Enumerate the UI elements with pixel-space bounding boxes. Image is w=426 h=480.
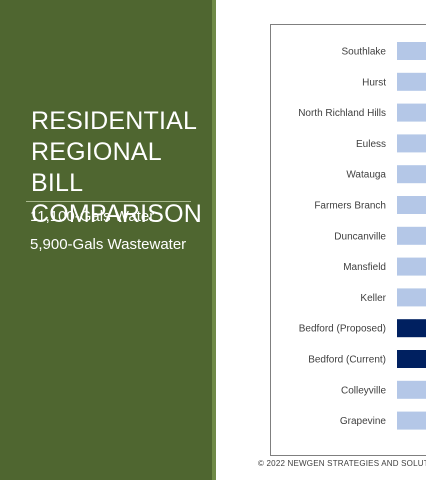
- category-label-grapevine: Grapevine: [340, 416, 387, 427]
- bar-mansfield: [397, 257, 426, 276]
- bar-southlake: [397, 42, 426, 60]
- title-divider: [26, 201, 191, 202]
- bar-colleyville: [397, 380, 426, 399]
- category-label-watauga: Watauga: [346, 170, 386, 181]
- bar-euless: [397, 134, 426, 153]
- category-label-mansfield: Mansfield: [343, 262, 386, 273]
- bar-duncanville: [397, 226, 426, 245]
- bar-farmers-branch: [397, 196, 426, 214]
- title-panel: [0, 0, 212, 480]
- category-label-bedford-proposed: Bedford (Proposed): [299, 324, 386, 335]
- category-label-hurst: Hurst: [362, 77, 386, 88]
- category-label-colleyville: Colleyville: [341, 385, 386, 396]
- bar-watauga: [397, 165, 426, 184]
- bar-hurst: [397, 72, 426, 91]
- bar-chart: Southlake Hurst North Richland Hills Euless…: [298, 42, 426, 430]
- category-label-north-richland-hills: North Richland Hills: [298, 108, 386, 119]
- category-label-farmers-branch: Farmers Branch: [314, 201, 386, 212]
- bar-bedford-current: [397, 350, 426, 368]
- bar-keller: [397, 288, 426, 307]
- panel-edge-accent: [212, 0, 216, 480]
- subtitle-water: 11,100-Gals Water: [30, 208, 155, 225]
- copyright-footer: © 2022 NEWGEN STRATEGIES AND SOLUT: [258, 459, 426, 468]
- category-label-bedford-current: Bedford (Current): [308, 355, 386, 366]
- chart-frame: [270, 24, 426, 456]
- category-label-keller: Keller: [360, 293, 386, 304]
- subtitle-wastewater: 5,900-Gals Wastewater: [30, 236, 187, 253]
- slide-title: RESIDENTIAL REGIONAL BILL COMPARISON: [31, 107, 202, 228]
- category-label-southlake: Southlake: [342, 47, 387, 58]
- category-label-euless: Euless: [356, 139, 386, 150]
- bar-bedford-proposed: [397, 319, 426, 338]
- bar-north-richland-hills: [397, 103, 426, 122]
- bar-grapevine: [397, 411, 426, 430]
- category-label-duncanville: Duncanville: [334, 231, 386, 242]
